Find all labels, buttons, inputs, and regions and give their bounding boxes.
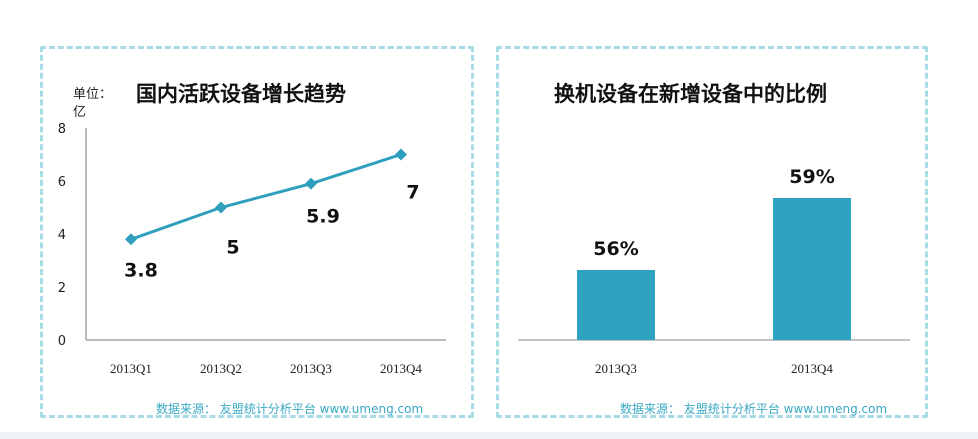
line-chart-source: 数据来源： 友盟统计分析平台 www.umeng.com [156, 402, 424, 416]
line-series [130, 153, 402, 241]
line-chart-y-tick-label: 0 [58, 334, 66, 349]
line-data-label: 5 [226, 237, 239, 259]
bar-data-label: 56% [593, 238, 638, 260]
bar-chart-x-tick-label: 2013Q3 [595, 361, 637, 376]
line-point-marker [215, 201, 227, 214]
bar-data-label: 59% [789, 166, 834, 188]
line-chart-x-tick-label: 2013Q3 [290, 361, 332, 376]
line-point-marker [305, 177, 317, 190]
line-chart-y-tick-label: 6 [58, 175, 66, 190]
bar-chart-panel [496, 46, 928, 418]
line-chart-y-tick-label: 2 [58, 281, 66, 296]
line-data-label: 7 [406, 182, 419, 204]
line-chart-y-tick-label: 4 [58, 228, 66, 243]
unit-label: 单位： 亿 [73, 86, 112, 122]
bar [773, 198, 851, 340]
unit-label-line2: 亿 [73, 105, 87, 120]
bottom-strip [0, 432, 978, 439]
unit-label-line1: 单位： [73, 87, 113, 102]
line-chart-y-tick-label: 8 [58, 122, 66, 137]
line-chart-title: 国内活跃设备增长趋势 [136, 82, 346, 106]
bar-chart-x-tick-label: 2013Q4 [791, 361, 833, 376]
line-chart-x-tick-label: 2013Q1 [110, 361, 152, 376]
line-chart-panel [40, 46, 474, 418]
bar [577, 270, 655, 340]
line-data-label: 3.8 [124, 259, 158, 281]
bar-chart-source: 数据来源： 友盟统计分析平台 www.umeng.com [620, 402, 888, 416]
line-chart-x-tick-label: 2013Q2 [200, 361, 242, 376]
bar-chart-title: 换机设备在新增设备中的比例 [554, 82, 827, 106]
line-chart-x-tick-label: 2013Q4 [380, 361, 422, 376]
line-data-label: 5.9 [306, 206, 340, 228]
line-point-marker [125, 233, 137, 246]
line-point-marker [395, 148, 407, 161]
